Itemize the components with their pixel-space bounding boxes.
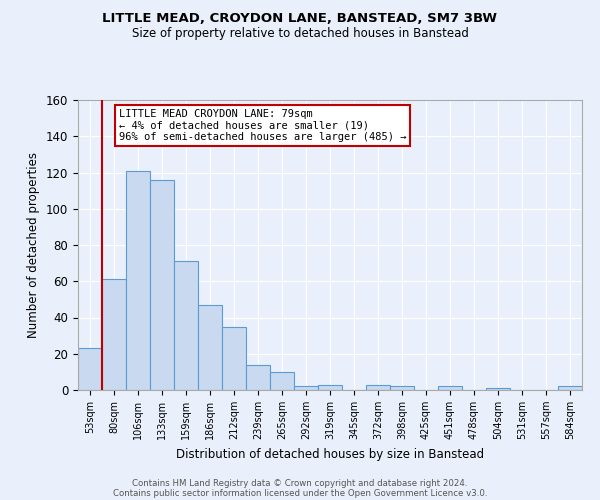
Bar xyxy=(366,384,390,390)
Bar xyxy=(294,386,318,390)
Bar xyxy=(174,262,198,390)
Bar xyxy=(558,386,582,390)
Y-axis label: Number of detached properties: Number of detached properties xyxy=(28,152,40,338)
Text: LITTLE MEAD, CROYDON LANE, BANSTEAD, SM7 3BW: LITTLE MEAD, CROYDON LANE, BANSTEAD, SM7… xyxy=(103,12,497,26)
Bar xyxy=(222,326,246,390)
Text: LITTLE MEAD CROYDON LANE: 79sqm
← 4% of detached houses are smaller (19)
96% of : LITTLE MEAD CROYDON LANE: 79sqm ← 4% of … xyxy=(119,109,406,142)
Text: Contains public sector information licensed under the Open Government Licence v3: Contains public sector information licen… xyxy=(113,488,487,498)
Text: Size of property relative to detached houses in Banstead: Size of property relative to detached ho… xyxy=(131,28,469,40)
Bar xyxy=(78,348,102,390)
Bar xyxy=(390,386,414,390)
Bar xyxy=(438,386,462,390)
Bar xyxy=(246,364,270,390)
Bar xyxy=(318,384,342,390)
Bar xyxy=(126,170,150,390)
Bar xyxy=(486,388,510,390)
Bar xyxy=(102,280,126,390)
X-axis label: Distribution of detached houses by size in Banstead: Distribution of detached houses by size … xyxy=(176,448,484,460)
Text: Contains HM Land Registry data © Crown copyright and database right 2024.: Contains HM Land Registry data © Crown c… xyxy=(132,478,468,488)
Bar xyxy=(270,372,294,390)
Bar xyxy=(198,305,222,390)
Bar xyxy=(150,180,174,390)
